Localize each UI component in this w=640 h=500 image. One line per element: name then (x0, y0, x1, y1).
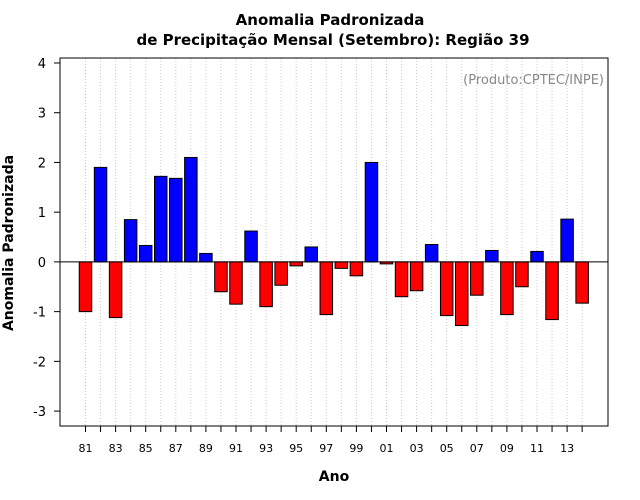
x-tick-label: 09 (500, 442, 514, 455)
bar-99 (349, 261, 364, 277)
bar-81 (78, 261, 93, 313)
bar-13 (560, 218, 574, 263)
bar-07 (470, 261, 484, 296)
bar-11 (530, 250, 544, 263)
x-axis-label: Ano (319, 469, 350, 485)
bar-02 (394, 261, 409, 298)
bar-06 (455, 261, 469, 327)
bar-98 (334, 261, 349, 269)
y-tick-label: 3 (38, 107, 46, 122)
y-tick-label: 1 (38, 206, 46, 221)
y-tick-label: -1 (33, 306, 46, 321)
x-tick-label: 99 (349, 442, 363, 455)
x-tick-label: 13 (560, 442, 574, 455)
x-tick-label: 85 (139, 442, 153, 455)
plot-frame (59, 57, 609, 427)
bar-00 (364, 161, 379, 263)
y-axis-label: Anomalia Padronizada (1, 155, 17, 331)
bar-96 (304, 246, 318, 263)
x-tick-label: 83 (109, 442, 123, 455)
bar-88 (184, 156, 198, 263)
credit-text: (Produto:CPTEC/INPE) (463, 73, 604, 88)
x-tick-label: 07 (470, 442, 484, 455)
bar-95 (289, 261, 303, 267)
bar-84 (123, 219, 138, 263)
x-tick-label: 89 (199, 442, 213, 455)
bar-90 (214, 261, 228, 293)
bar-89 (199, 252, 213, 263)
x-tick-label: 01 (380, 442, 394, 455)
bar-14 (575, 261, 589, 304)
x-tick-label: 87 (169, 442, 183, 455)
x-tick-label: 93 (259, 442, 273, 455)
bar-93 (259, 261, 273, 308)
bar-08 (485, 249, 499, 263)
bar-05 (439, 261, 454, 317)
y-tick-label: 2 (38, 156, 46, 171)
bar-94 (274, 261, 288, 286)
y-tick-label: -2 (33, 355, 46, 370)
bar-82 (93, 166, 108, 263)
bar-91 (229, 261, 243, 305)
bar-04 (424, 243, 439, 263)
bar-92 (244, 230, 258, 263)
x-tick-label: 95 (289, 442, 303, 455)
bars (78, 156, 589, 327)
bar-86 (154, 175, 168, 263)
chart-title: Anomalia Padronizada (236, 11, 425, 29)
bar-97 (319, 261, 334, 316)
y-tick-label: -3 (33, 405, 46, 420)
x-tick-label: 03 (410, 442, 424, 455)
y-tick-label: 0 (38, 256, 46, 271)
bar-87 (169, 177, 183, 263)
chart-subtitle: de Precipitação Mensal (Setembro): Regiã… (136, 31, 529, 49)
bar-09 (500, 261, 514, 316)
x-tick-label: 11 (530, 442, 544, 455)
bar-12 (545, 261, 559, 321)
bar-03 (409, 261, 424, 292)
y-tick-label: 4 (38, 57, 46, 72)
x-tick-label: 91 (229, 442, 243, 455)
x-tick-label: 05 (440, 442, 454, 455)
bar-85 (138, 244, 153, 263)
bar-83 (108, 261, 123, 319)
bar-10 (515, 261, 529, 288)
x-tick-label: 97 (319, 442, 333, 455)
x-tick-label: 81 (79, 442, 93, 455)
